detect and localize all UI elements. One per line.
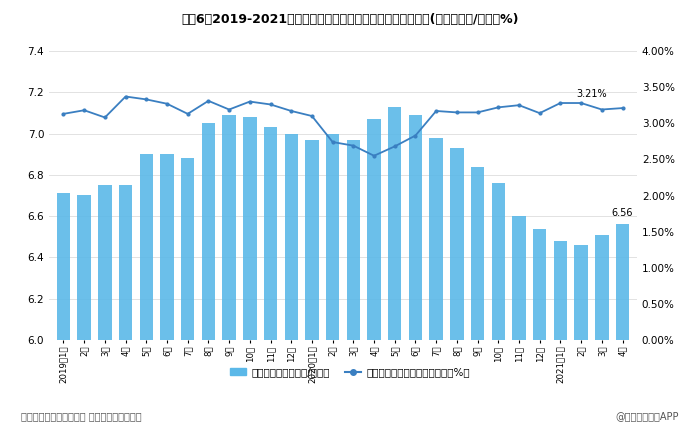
Bar	[202, 123, 215, 340]
Bar	[78, 196, 91, 340]
Text: @前瞻经济学人APP: @前瞻经济学人APP	[615, 411, 679, 421]
Bar	[471, 167, 484, 340]
Bar	[346, 140, 360, 340]
Text: 3.21%: 3.21%	[576, 89, 607, 99]
Text: 6.56: 6.56	[612, 208, 634, 218]
Bar	[388, 107, 402, 340]
Bar	[223, 115, 236, 340]
Bar	[409, 115, 422, 340]
Bar	[57, 193, 70, 340]
Bar	[512, 216, 526, 340]
Bar	[326, 133, 340, 340]
Bar	[429, 138, 443, 340]
Bar	[575, 245, 588, 340]
Bar	[139, 154, 153, 340]
Bar	[181, 159, 195, 340]
Bar	[119, 185, 132, 340]
Bar	[533, 229, 547, 340]
Bar	[491, 183, 505, 340]
Bar	[98, 185, 111, 340]
Bar	[368, 119, 381, 340]
Bar	[264, 128, 277, 340]
Text: 资料来源：外汇交易中心 前瞻产业研究院整理: 资料来源：外汇交易中心 前瞻产业研究院整理	[21, 411, 141, 421]
Bar	[160, 154, 174, 340]
Legend: 银联汇率（单位：元/美元）, 十年期国债到期收益率（单位：%）: 银联汇率（单位：元/美元）, 十年期国债到期收益率（单位：%）	[226, 363, 474, 382]
Bar	[595, 235, 608, 340]
Bar	[616, 224, 629, 340]
Bar	[284, 133, 298, 340]
Bar	[450, 148, 463, 340]
Bar	[305, 140, 318, 340]
Bar	[243, 117, 257, 340]
Bar	[554, 241, 567, 340]
Text: 图表6：2019-2021年中国十年期国债到期收益率与人民币汇率(单位：，元/美元，%): 图表6：2019-2021年中国十年期国债到期收益率与人民币汇率(单位：，元/美…	[181, 13, 519, 26]
